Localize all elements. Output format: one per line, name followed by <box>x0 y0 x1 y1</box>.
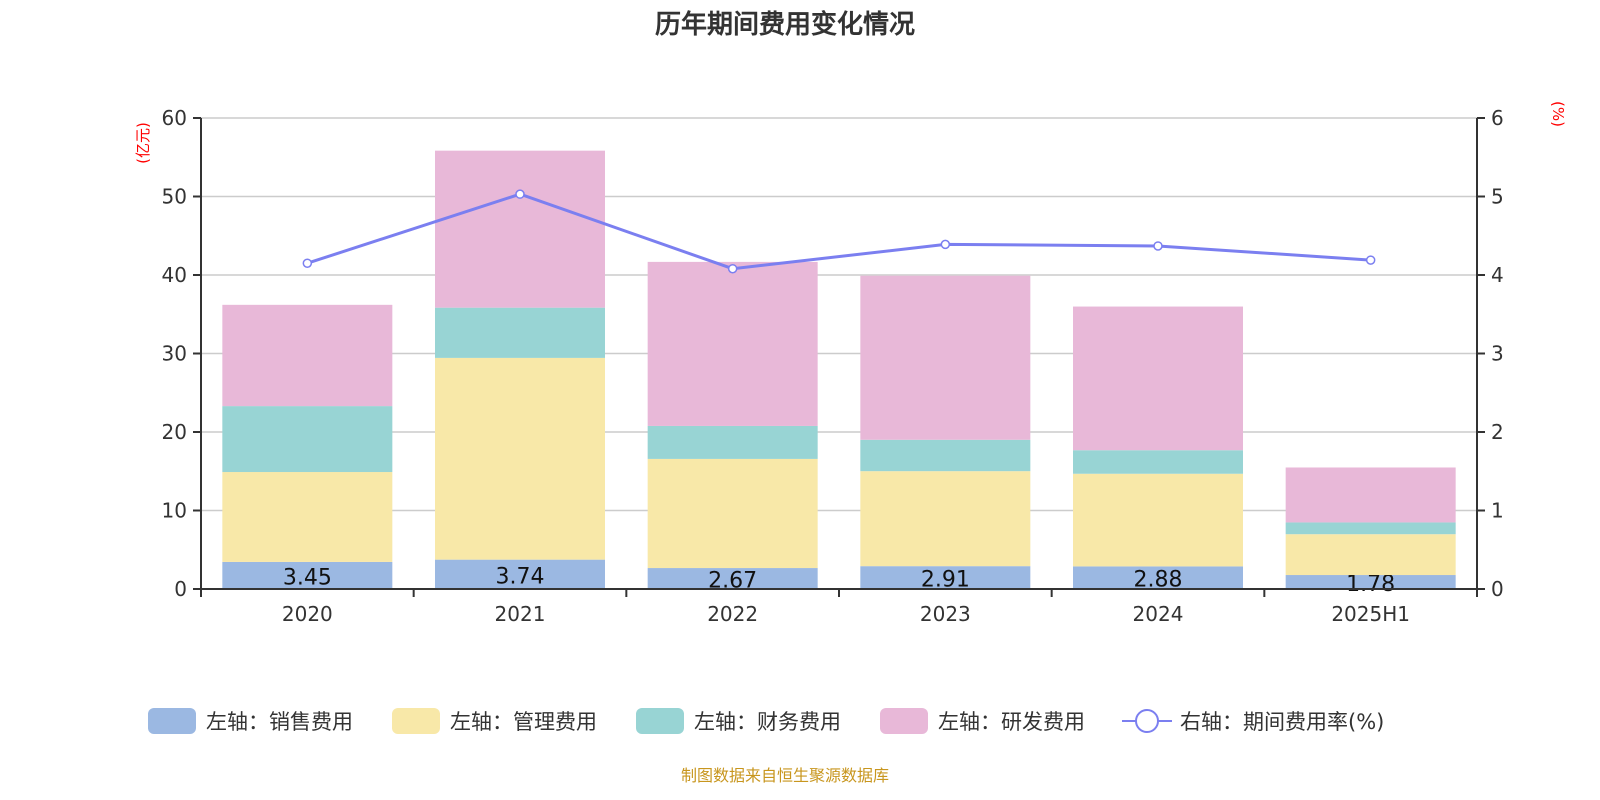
bar-segment-0[interactable] <box>1073 566 1243 589</box>
bar-segment-2[interactable] <box>222 406 393 473</box>
left-tick-label: 60 <box>162 106 187 130</box>
chart-title: 历年期间费用变化情况 <box>655 9 915 40</box>
right-tick-label: 3 <box>1491 342 1504 366</box>
left-tick-label: 30 <box>162 342 187 366</box>
bar-segment-1[interactable] <box>435 357 605 560</box>
bar-segment-1[interactable] <box>1073 473 1243 567</box>
bar-segment-0[interactable] <box>222 561 393 589</box>
bar-segment-2[interactable] <box>647 425 818 459</box>
line-point[interactable] <box>515 189 525 199</box>
legend-swatch <box>392 708 440 734</box>
right-axis-unit: (%) <box>1549 101 1567 127</box>
expense-rate-line <box>306 192 1371 271</box>
bar-segment-1[interactable] <box>647 458 818 569</box>
bar-data-label: 3.74 <box>496 564 545 589</box>
right-tick-label: 1 <box>1491 499 1504 523</box>
x-tick-label: 2023 <box>920 602 971 626</box>
right-tick-label: 6 <box>1491 106 1504 130</box>
right-tick-label: 5 <box>1491 185 1504 209</box>
left-tick-label: 40 <box>162 263 187 287</box>
bar-data-label: 3.45 <box>283 565 332 590</box>
right-tick-label: 0 <box>1491 577 1504 601</box>
left-tick-label: 20 <box>162 420 187 444</box>
legend-label[interactable]: 左轴：管理费用 <box>450 710 597 734</box>
x-tick-label: 2022 <box>707 602 758 626</box>
legend-swatch <box>880 708 928 734</box>
bar-segment-1[interactable] <box>1285 534 1456 576</box>
bar-segment-3[interactable] <box>860 275 1031 440</box>
line-point[interactable] <box>1153 241 1163 251</box>
bar-segment-3[interactable] <box>1073 306 1243 451</box>
legend-label[interactable]: 左轴：研发费用 <box>938 710 1085 734</box>
x-tick-label: 2024 <box>1133 602 1184 626</box>
bar-segment-1[interactable] <box>860 471 1031 567</box>
left-tick-label: 10 <box>162 499 187 523</box>
left-axis-unit: (亿元) <box>134 122 152 164</box>
bar-segment-0[interactable] <box>860 566 1031 589</box>
bar-segment-2[interactable] <box>860 439 1031 472</box>
bar-segment-0[interactable] <box>435 559 605 589</box>
bar-segment-3[interactable] <box>435 150 605 308</box>
x-tick-label: 2021 <box>495 602 546 626</box>
bar-segment-2[interactable] <box>1285 522 1456 535</box>
legend-label[interactable]: 右轴：期间费用率(%) <box>1180 710 1384 734</box>
legend-marker-icon <box>1135 709 1159 733</box>
line-point[interactable] <box>302 258 313 268</box>
legend-swatch <box>148 708 196 734</box>
bar-segment-0[interactable] <box>1285 575 1456 589</box>
bar-segment-3[interactable] <box>1285 467 1456 523</box>
bar-segment-3[interactable] <box>647 261 818 426</box>
bar-segment-0[interactable] <box>647 568 818 589</box>
x-tick-label: 2020 <box>282 602 333 626</box>
legend-label[interactable]: 左轴：财务费用 <box>694 710 841 734</box>
bar-segment-2[interactable] <box>1073 450 1243 474</box>
line-point[interactable] <box>1365 255 1376 265</box>
bar-segment-3[interactable] <box>222 304 393 407</box>
left-tick-label: 50 <box>162 185 187 209</box>
line-point[interactable] <box>940 239 951 250</box>
legend-swatch <box>636 708 684 734</box>
right-tick-label: 4 <box>1491 263 1504 287</box>
data-source-note: 制图数据来自恒生聚源数据库 <box>681 766 889 785</box>
left-tick-label: 0 <box>174 577 187 601</box>
legend-label[interactable]: 左轴：销售费用 <box>206 710 353 734</box>
line-point[interactable] <box>727 263 738 274</box>
bar-segment-1[interactable] <box>222 472 393 562</box>
x-tick-label: 2025H1 <box>1331 602 1410 626</box>
bar-data-label: 1.78 <box>1346 572 1395 597</box>
right-tick-label: 2 <box>1491 420 1504 444</box>
bar-segment-2[interactable] <box>435 307 605 358</box>
